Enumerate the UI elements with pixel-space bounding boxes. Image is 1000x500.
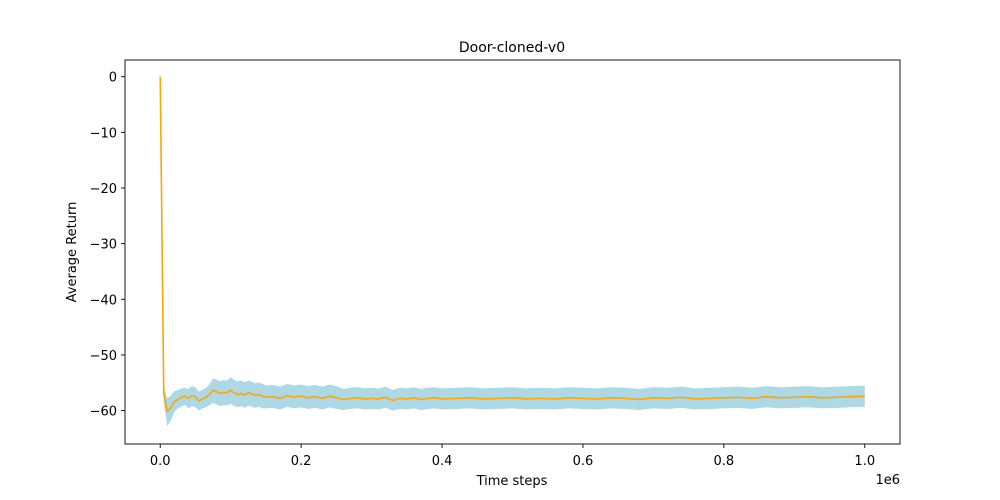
- y-tick-label: −20: [90, 182, 117, 197]
- y-tick-label: −10: [90, 126, 117, 141]
- x-tick-label: 0.0: [150, 454, 171, 469]
- chart-title: Door-cloned-v0: [459, 40, 565, 56]
- y-axis-label: Average Return: [65, 202, 80, 303]
- x-tick-label: 0.8: [714, 454, 735, 469]
- axes: 0.0 0.2 0.4 0.6 0.8 1.0 0 −10 −20 −30 −40 −50 −60: [90, 59, 901, 469]
- y-tick-label: −30: [90, 238, 117, 253]
- x-axis-label: Time steps: [476, 474, 548, 489]
- axes-frame: [124, 59, 901, 445]
- plot-area: [159, 76, 865, 427]
- y-tick-label: −50: [90, 349, 117, 364]
- x-tick-label: 0.4: [432, 454, 453, 469]
- y-tick-label: 0: [109, 71, 117, 86]
- confidence-band-0: [160, 76, 865, 427]
- x-tick-label: 1.0: [854, 454, 875, 469]
- x-axis-offset-label: 1e6: [875, 473, 900, 488]
- series-line-0: [159, 76, 865, 413]
- x-tick-label: 0.6: [573, 454, 594, 469]
- y-tick-label: −60: [90, 405, 117, 420]
- y-tick-label: −40: [90, 293, 117, 308]
- x-tick-label: 0.2: [291, 454, 312, 469]
